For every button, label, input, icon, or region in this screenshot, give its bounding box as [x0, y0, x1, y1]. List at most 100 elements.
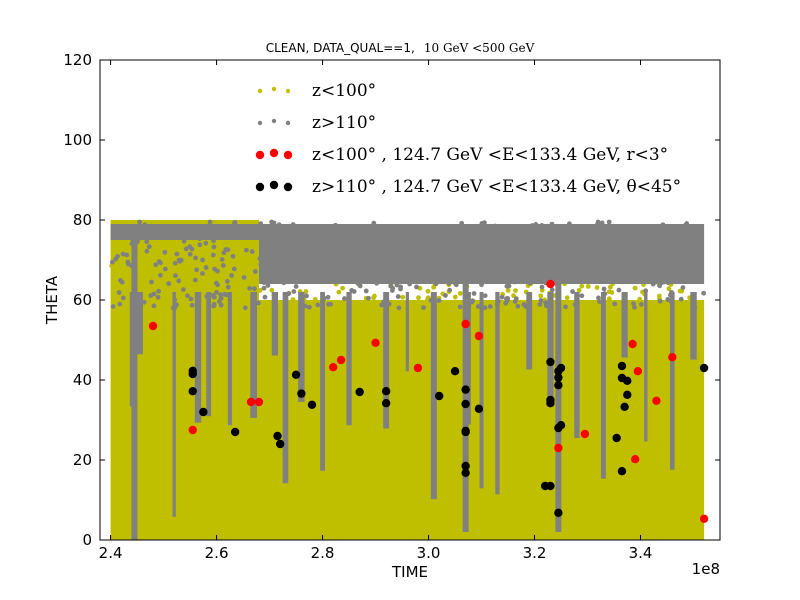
series-z-gt-110-point	[443, 293, 448, 298]
series-z-gt-110-point	[116, 290, 122, 295]
series-z-gt-110-point	[662, 230, 668, 236]
series-z-gt-110-point	[294, 234, 300, 240]
legend-marker	[257, 88, 263, 94]
series-z-lt-100-point	[416, 295, 421, 301]
series-z-gt-110-point	[657, 283, 663, 289]
series-z-gt-110-point	[258, 221, 264, 227]
series-z-gt-110-point	[273, 256, 279, 261]
series-z-gt-110-point	[367, 242, 373, 248]
series-z-lt-100-point	[162, 284, 168, 290]
series-z-gt-110-point	[616, 287, 622, 293]
y-tick-label: 60	[73, 291, 92, 309]
series-z-gt-110-point	[189, 302, 195, 308]
series-z-gt-110-point	[652, 234, 658, 240]
series-z-gt-110-point	[665, 280, 671, 286]
series-z-gt-110-point	[421, 305, 426, 311]
series-z-gt-110-point	[337, 262, 342, 268]
series-z-gt-110-point	[661, 279, 667, 285]
red-data-point	[668, 353, 677, 362]
series-z-gt-110-point	[456, 268, 462, 274]
red-data-point	[336, 355, 346, 365]
series-z-lt-100-point	[606, 296, 612, 302]
series-z-gt-110-point	[580, 235, 585, 241]
series-z-gt-110-point	[656, 274, 662, 280]
series-z-gt-110-point	[371, 258, 377, 264]
red-data-point	[628, 339, 637, 349]
series-z-gt-110-point	[242, 305, 248, 311]
series-z-gt-110-point	[342, 296, 347, 301]
series-z-lt-100-point	[241, 279, 247, 285]
series-z-gt-110-layer	[109, 219, 707, 540]
series-z-gt-110-point	[612, 301, 618, 307]
series-z-lt-100-point	[185, 262, 190, 267]
series-z-gt-110-point	[393, 270, 399, 276]
series-z-gt-110-point	[261, 280, 267, 286]
black-data-point	[461, 399, 470, 409]
x-axis-label: TIME	[391, 563, 428, 581]
series-z-gt-110-streak	[227, 292, 232, 426]
series-z-gt-110-streak	[298, 292, 305, 402]
series-z-gt-110-point	[579, 293, 585, 299]
series-z-lt-100-point	[236, 262, 242, 268]
series-z-lt-100-point	[431, 284, 437, 290]
series-z-gt-110-point	[339, 229, 345, 235]
series-z-gt-110-point	[509, 236, 515, 241]
black-data-point	[297, 389, 306, 398]
black-data-point	[355, 387, 364, 397]
series-z-gt-110-point	[509, 276, 514, 282]
series-z-gt-110-point	[701, 290, 707, 296]
series-z-gt-110-point	[570, 289, 575, 294]
series-z-lt-100-point	[637, 296, 643, 302]
series-z-gt-110-point	[680, 285, 686, 290]
series-z-gt-110-streak	[600, 292, 606, 479]
series-z-gt-110-point	[265, 283, 271, 288]
series-z-gt-110-point	[293, 284, 299, 289]
series-z-gt-110-point	[126, 261, 131, 267]
series-z-gt-110-point	[422, 275, 428, 281]
series-z-gt-110-streak	[479, 292, 484, 489]
series-z-gt-110-point	[270, 221, 275, 227]
series-z-gt-110-point	[535, 264, 541, 270]
legend-marker	[269, 148, 279, 158]
series-z-lt-100-point	[215, 256, 221, 262]
series-z-gt-110-point	[447, 287, 453, 293]
series-z-gt-110-point	[479, 220, 485, 226]
legend-marker	[283, 150, 293, 160]
series-z-gt-110-point	[416, 269, 422, 275]
series-z-lt-100-point	[253, 272, 259, 278]
series-z-gt-110-point	[592, 277, 598, 283]
series-z-gt-110-point	[352, 275, 358, 281]
x-tick-label: 3.4	[629, 544, 653, 562]
series-z-gt-110-point	[524, 243, 529, 248]
series-z-gt-110-point	[411, 243, 417, 248]
series-z-gt-110-point	[487, 304, 493, 309]
series-z-gt-110-point	[504, 296, 509, 302]
series-z-gt-110-point	[211, 238, 216, 244]
series-z-gt-110-point	[215, 268, 220, 274]
series-z-gt-110-point	[297, 239, 302, 245]
series-z-gt-110-point	[698, 234, 704, 240]
series-z-gt-110-point	[539, 275, 544, 281]
series-z-gt-110-point	[458, 237, 464, 243]
series-z-lt-100-point	[224, 272, 230, 278]
series-z-gt-110-point	[436, 246, 442, 252]
series-z-gt-110-point	[315, 302, 321, 308]
series-z-gt-110-point	[614, 270, 620, 276]
series-z-gt-110-point	[499, 294, 505, 300]
series-z-gt-110-point	[693, 276, 699, 282]
series-z-lt-100-point	[290, 297, 296, 302]
red-data-point	[254, 397, 264, 407]
series-z-gt-110-point	[211, 303, 217, 309]
series-z-gt-110-point	[176, 278, 182, 284]
series-z-gt-110-point	[231, 266, 237, 272]
series-z-gt-110-point	[492, 233, 498, 239]
series-z-gt-110-point	[606, 248, 612, 254]
series-z-gt-110-point	[141, 299, 147, 305]
series-z-gt-110-point	[595, 219, 601, 225]
series-z-lt-100-point	[340, 285, 345, 291]
series-z-gt-110-point	[146, 244, 152, 250]
axis-ticks: 2.4 2.6 2.8 3.0 3.2 3.4 0 20 40 60 80 100 120	[63, 51, 720, 562]
black-data-point	[546, 481, 555, 491]
series-z-gt-110-point	[214, 290, 219, 295]
series-z-gt-110-point	[599, 220, 605, 226]
